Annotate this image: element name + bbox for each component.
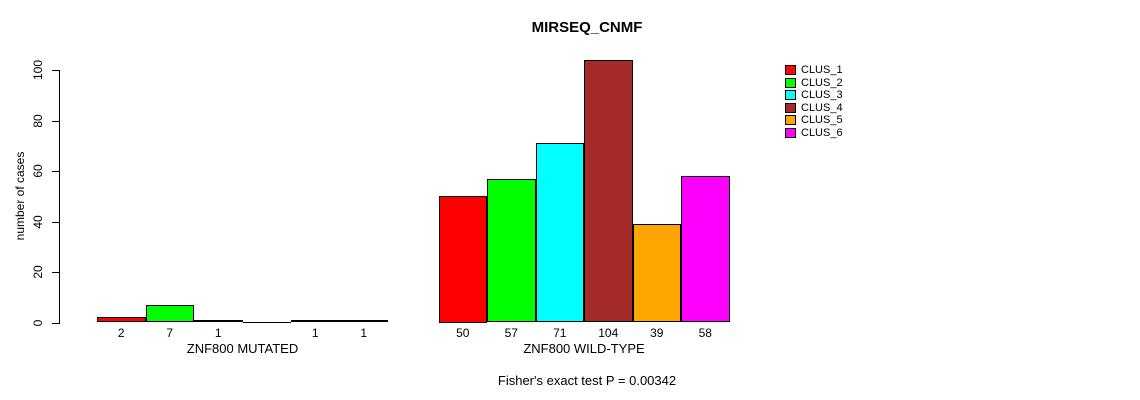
legend-swatch-icon	[785, 65, 796, 76]
fisher-test-annotation: Fisher's exact test P = 0.00342	[497, 373, 677, 388]
bar-count-label: 57	[504, 326, 518, 340]
bar-count-label: 50	[456, 326, 470, 340]
y-axis-tick	[52, 322, 59, 324]
bar-count-label: 7	[166, 326, 174, 340]
legend-item-clus_5: CLUS_5	[785, 114, 843, 127]
bar-clus_6	[681, 176, 730, 323]
legend: CLUS_1 CLUS_2 CLUS_3 CLUS_4 CLUS_5 CLUS_6	[785, 64, 843, 139]
y-axis-tick	[52, 272, 59, 273]
legend-item-clus_4: CLUS_4	[785, 102, 843, 115]
bar-clus_3	[194, 319, 243, 323]
y-axis-tick-label: 40	[31, 214, 45, 229]
bar-count-label: 71	[553, 326, 567, 340]
y-axis-tick	[52, 120, 59, 122]
bar-clus_2	[487, 178, 536, 323]
legend-label: CLUS_6	[801, 126, 843, 139]
x-axis-group-label: ZNF800 MUTATED	[186, 341, 299, 356]
legend-label: CLUS_5	[801, 114, 843, 126]
bar-count-label: 2	[117, 326, 125, 340]
bar-clus_1	[438, 196, 487, 323]
x-axis-group-label: ZNF800 WILD-TYPE	[523, 341, 645, 356]
legend-item-clus_1: CLUS_1	[785, 64, 843, 77]
legend-swatch-icon	[785, 102, 796, 113]
y-axis-tick-label: 20	[31, 265, 45, 279]
bar-count-label: 1	[311, 326, 319, 340]
y-axis-tick	[52, 171, 59, 172]
legend-label: CLUS_4	[801, 101, 843, 114]
y-axis-title: number of cases	[13, 151, 27, 241]
bar-clus_1	[97, 317, 146, 323]
chart-title: MIRSEQ_CNMF	[531, 19, 643, 36]
legend-label: CLUS_2	[801, 76, 843, 89]
legend-item-clus_2: CLUS_2	[785, 77, 843, 90]
bar-clus_4	[584, 59, 633, 323]
y-axis-tick	[52, 221, 59, 223]
y-axis-tick-label: 0	[31, 319, 45, 326]
y-axis-tick-label: 100	[31, 59, 45, 81]
bar-clus_6	[339, 319, 388, 323]
bar-count-label: 58	[698, 326, 712, 340]
bar-clus_5	[291, 319, 340, 323]
bar-clus_5	[632, 224, 681, 323]
y-axis-tick	[52, 70, 59, 71]
bar-clus_2	[145, 304, 194, 323]
legend-swatch-icon	[785, 77, 796, 88]
y-axis-tick-label: 80	[31, 113, 45, 128]
bar-count-label: 104	[598, 326, 619, 340]
legend-swatch-icon	[785, 90, 796, 101]
legend-label: CLUS_1	[801, 64, 843, 76]
bar-count-label: 39	[650, 326, 664, 340]
legend-item-clus_6: CLUS_6	[785, 127, 843, 140]
legend-label: CLUS_3	[801, 89, 843, 101]
bar-count-label: 1	[360, 326, 368, 340]
bar-clus_3	[535, 143, 584, 323]
legend-swatch-icon	[785, 127, 796, 138]
y-axis-line	[59, 70, 60, 324]
legend-swatch-icon	[785, 115, 796, 126]
bar-count-label: 1	[214, 326, 222, 340]
bar-clus_4-zero	[242, 321, 291, 323]
y-axis-tick-label: 60	[31, 164, 45, 178]
legend-item-clus_3: CLUS_3	[785, 89, 843, 102]
